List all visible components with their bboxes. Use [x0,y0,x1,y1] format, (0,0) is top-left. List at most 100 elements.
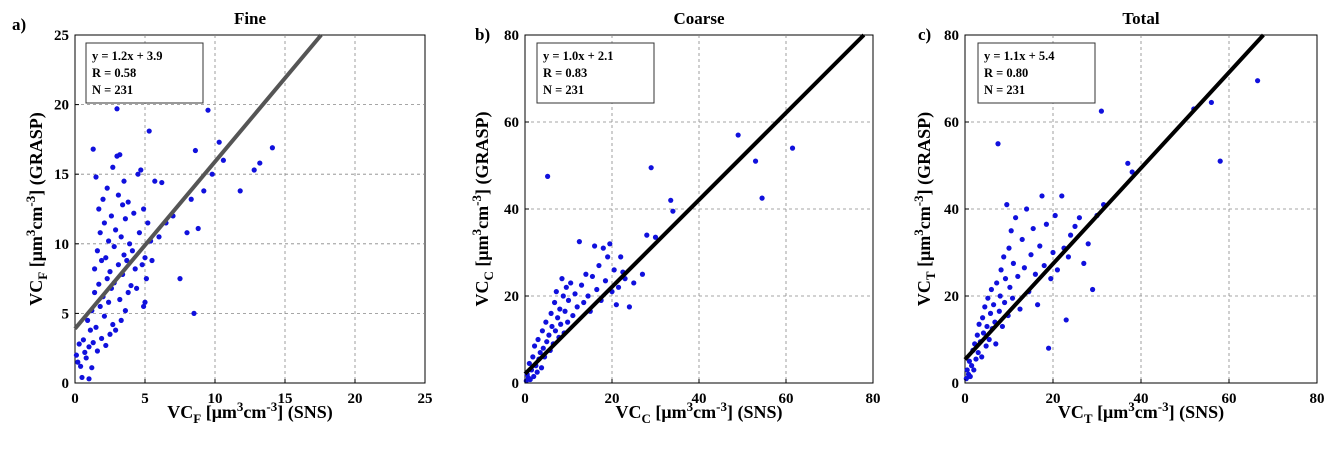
tick-label-y: 60 [504,115,519,131]
data-point [1041,262,1047,269]
data-point [142,299,148,305]
data-point [195,225,201,232]
tick-label-y: 10 [54,237,69,253]
panel-c: c) Total 0 20 40 60 80 0 20 40 60 80 y = 1.1x + 5… [911,9,1325,426]
data-point [125,289,131,296]
tick-label-x: 40 [692,391,707,407]
tick-label-y: 25 [54,28,69,44]
tick-label-y: 15 [54,167,69,183]
data-point [759,195,765,201]
x-axis-label-a: VCF [μm3cm-3] (SNS) [167,399,333,426]
data-point [145,220,151,226]
data-point [559,276,565,282]
data-point [607,241,613,247]
scatter-points-b [523,132,796,384]
stat-equation-a: y = 1.2x + 3.9 [92,49,163,63]
data-point [530,354,536,360]
data-point [115,192,121,198]
data-point [113,227,119,233]
data-point [85,317,91,323]
stats-box-c [977,42,1096,104]
data-point [1013,215,1019,221]
regression-line [963,33,1265,361]
data-point [1039,193,1045,199]
data-point [985,295,991,301]
data-point [73,352,79,358]
data-point [177,276,183,282]
data-point [108,213,114,219]
tick-label-x: 60 [779,391,794,407]
data-point [551,299,558,306]
y-axis-label-c: VCT [μm3cm-3] (GRASP) [911,112,938,306]
data-point [999,323,1006,330]
fit-line-b [523,33,866,376]
data-point [121,252,127,258]
data-point [106,299,112,305]
data-point [80,337,86,343]
data-point [574,304,580,310]
data-point [82,349,88,355]
tick-label-y: 20 [54,98,69,114]
data-point [1009,295,1016,301]
data-point [980,315,986,321]
data-point [87,327,93,333]
data-point [648,165,654,171]
data-point [92,266,98,272]
data-point [976,321,982,327]
data-point [982,304,988,310]
tick-label-x: 80 [866,391,881,407]
stat-equation-c: y = 1.1x + 5.4 [984,49,1055,63]
stat-r-c: R = 0.80 [984,66,1028,80]
data-point [93,324,99,330]
data-point [209,171,215,177]
data-point [592,243,598,249]
data-point [1008,228,1014,234]
panel-label-b: b) [475,25,490,44]
data-point [1050,249,1056,256]
tick-label-y: 5 [62,306,70,322]
data-point [92,289,98,296]
data-point [1048,276,1054,282]
data-point [670,208,676,214]
data-point [113,327,119,333]
data-point [537,349,543,356]
data-point [139,262,145,268]
data-point [90,146,96,152]
data-point [136,230,142,236]
data-point [128,282,134,289]
data-point [1217,158,1223,164]
data-point [993,341,999,347]
data-point [125,199,131,205]
data-point [117,152,123,158]
grid-c [965,35,1317,383]
data-point [122,308,128,314]
stat-n-b: N = 231 [543,83,584,97]
data-point [969,363,975,369]
data-point [141,303,147,310]
data-point [1046,345,1052,351]
data-point [104,276,110,282]
data-point [615,284,622,290]
data-point [93,174,99,180]
data-point [553,289,559,295]
grid-b [525,35,873,383]
data-point [146,128,152,134]
stat-n-c: N = 231 [984,83,1025,97]
data-point [1076,215,1082,221]
data-point [668,197,674,203]
data-point [134,285,140,291]
data-point [555,315,561,321]
fit-line-a [73,33,323,330]
data-point [99,335,105,342]
data-point [188,196,194,202]
tick-label-y: 20 [944,289,959,305]
tick-label-x: 20 [1046,391,1061,407]
tick-label-y: 40 [944,202,959,218]
data-point [1028,252,1034,258]
data-point [966,358,973,364]
title-coarse: Coarse [674,9,725,28]
data-point [983,343,989,349]
tick-label-x: 60 [1222,391,1237,407]
data-point [192,147,198,154]
data-point [527,376,533,383]
